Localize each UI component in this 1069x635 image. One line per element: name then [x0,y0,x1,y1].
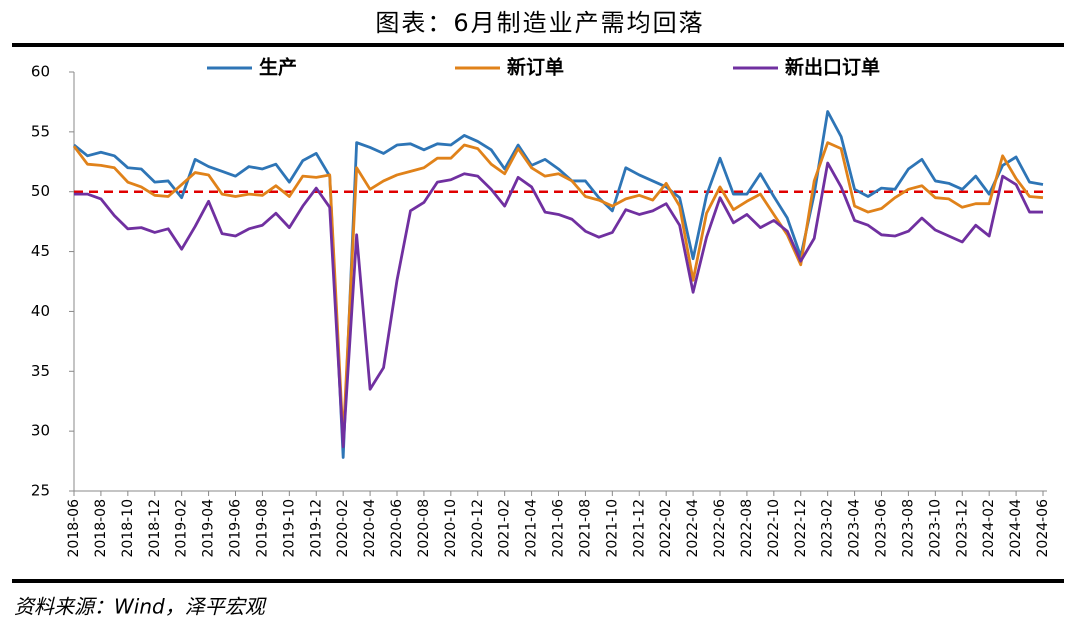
x-tick-label: 2024-02 [981,499,997,558]
x-tick-label: 2022-12 [793,499,809,558]
x-tick-label: 2021-12 [631,499,647,558]
x-tick-label: 2020-12 [470,499,486,558]
x-tick-label: 2019-06 [228,499,244,558]
y-tick-label: 25 [31,482,50,500]
x-tick-label: 2018-12 [147,499,163,558]
x-tick-label: 2024-04 [1008,499,1024,558]
x-tick-label: 2018-08 [93,499,109,558]
legend-label: 新订单 [507,56,564,79]
x-tick-label: 2021-08 [577,499,593,558]
x-tick-label: 2023-12 [954,499,970,558]
x-tick-label: 2019-04 [201,499,217,558]
legend-label: 生产 [259,56,297,79]
x-tick-label: 2021-10 [604,499,620,558]
series-line [73,110,1044,459]
x-tick-label: 2019-02 [174,499,190,558]
x-tick-label: 2023-08 [900,499,916,558]
series-line [72,141,1044,441]
y-tick-label: 35 [31,362,50,380]
x-tick-label: 2021-02 [497,499,513,558]
y-tick-label: 50 [31,182,50,200]
x-tick-label: 2021-04 [524,499,540,558]
x-tick-label: 2019-10 [281,499,297,558]
x-tick-label: 2022-10 [766,499,782,558]
source-note: 资料来源：Wind，泽平宏观 [14,595,267,619]
x-tick-label: 2022-02 [658,499,674,558]
y-tick-label: 30 [31,422,50,440]
x-tick-label: 2022-08 [739,499,755,558]
x-tick-label: 2020-06 [389,499,405,558]
series-line [74,161,1043,449]
x-tick-label: 2024-06 [1035,499,1051,558]
x-tick-label: 2023-10 [927,499,943,558]
legend-label: 新出口订单 [785,56,880,79]
y-tick-label: 60 [31,63,50,81]
x-tick-label: 2018-06 [66,499,82,558]
x-tick-label: 2021-06 [551,499,567,558]
x-tick-label: 2023-04 [847,499,863,558]
x-tick-label: 2019-08 [254,499,270,558]
chart-title: 图表：6月制造业产需均回落 [375,9,704,37]
x-tick-label: 2020-08 [416,499,432,558]
y-tick-label: 55 [31,122,50,140]
x-tick-label: 2023-02 [820,499,836,558]
x-tick-label: 2020-10 [443,499,459,558]
x-tick-label: 2018-10 [120,499,136,558]
x-tick-label: 2020-04 [362,499,378,558]
y-tick-label: 40 [31,302,50,320]
y-tick-label: 45 [31,242,50,260]
x-tick-label: 2023-06 [874,499,890,558]
x-tick-label: 2022-04 [685,499,701,558]
x-tick-label: 2022-06 [712,499,728,558]
x-tick-label: 2019-12 [308,499,324,558]
x-tick-label: 2020-02 [335,499,351,558]
